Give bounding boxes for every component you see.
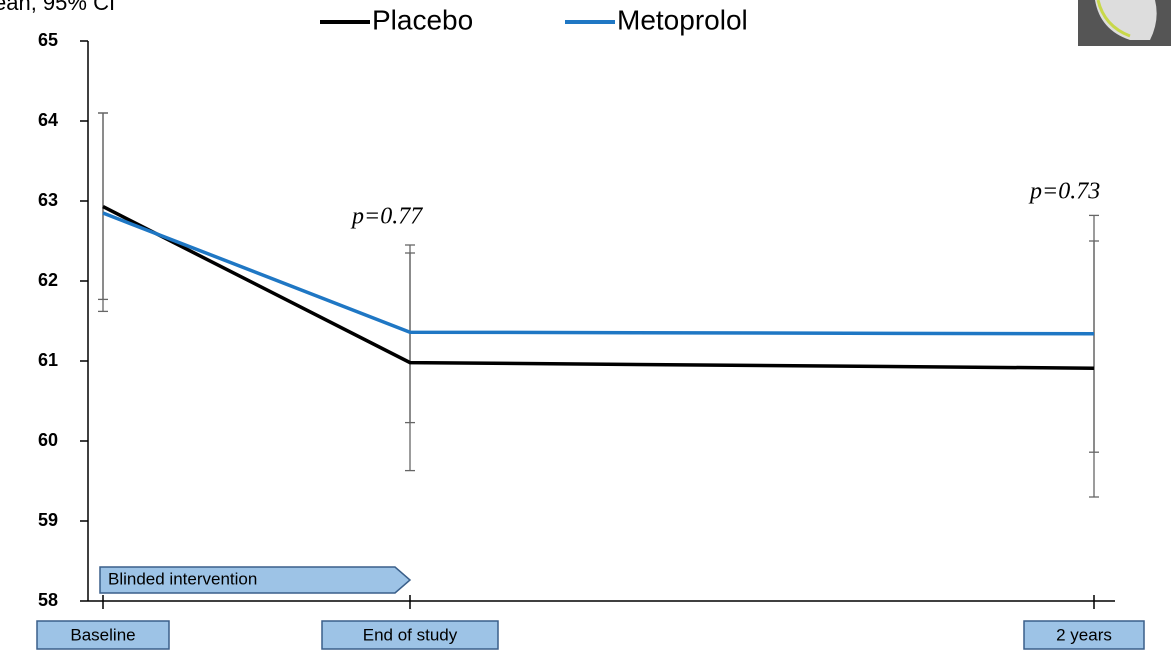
subtitle: ean, 95% CI: [0, 0, 115, 15]
y-tick-label: 58: [38, 590, 58, 610]
y-tick-label: 65: [38, 30, 58, 50]
thumbnail: [1078, 0, 1171, 46]
y-tick-label: 62: [38, 270, 58, 290]
intervention-arrow: Blinded intervention: [100, 567, 410, 593]
y-tick-label: 61: [38, 350, 58, 370]
legend-label: Placebo: [372, 4, 473, 35]
page: {"chart_data": {"type": "line", "subtitl…: [0, 0, 1171, 651]
x-tick-label: End of study: [363, 625, 458, 644]
y-tick-label: 64: [38, 110, 58, 130]
chart: ean, 95% CI Blinded intervention 58 59 60 6…: [0, 0, 1171, 651]
series-line: [103, 213, 1094, 334]
legend-label: Metoprolol: [617, 4, 748, 35]
y-tick-label: 63: [38, 190, 58, 210]
annotation: Blinded intervention: [108, 569, 257, 588]
x-tick-label: 2 years: [1056, 625, 1112, 644]
y-tick-label: 59: [38, 510, 58, 530]
series-line: [103, 207, 1094, 369]
y-tick-label: 60: [38, 430, 58, 450]
annotation: p=0.77: [350, 204, 423, 230]
annotation: p=0.73: [1028, 179, 1100, 205]
x-tick-label: Baseline: [70, 625, 135, 644]
